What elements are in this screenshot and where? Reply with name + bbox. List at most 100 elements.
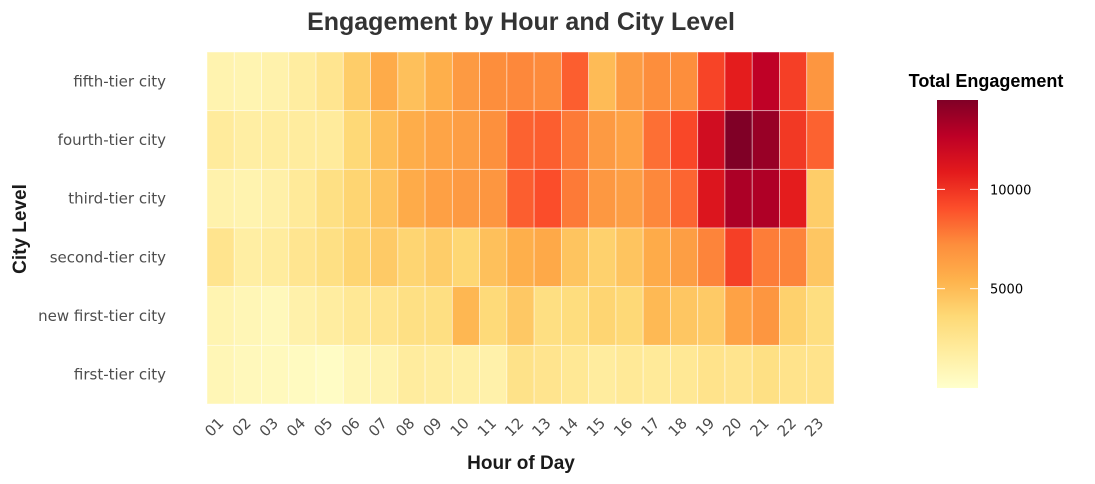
heatmap-cell <box>588 344 617 405</box>
heatmap-cell <box>342 344 371 405</box>
x-tick-label: 22 <box>774 414 800 440</box>
heatmap-cell <box>451 344 481 405</box>
heatmap-cell <box>288 168 317 229</box>
heatmap-cell <box>397 110 426 170</box>
heatmap-cell <box>751 51 780 112</box>
heatmap-cell <box>206 286 235 346</box>
heatmap-cell <box>560 286 590 346</box>
heatmap-cell <box>206 168 235 229</box>
x-tick-label: 14 <box>556 414 582 440</box>
heatmap-cell <box>779 51 808 112</box>
heatmap-cell <box>424 227 453 288</box>
heatmap-cell <box>424 286 453 346</box>
heatmap-cell <box>370 227 399 288</box>
x-tick-label: 15 <box>583 414 609 440</box>
heatmap-cell <box>615 344 644 405</box>
x-axis-title: Hour of Day <box>467 453 575 474</box>
heatmap-cell <box>479 227 508 288</box>
heatmap-cell <box>370 110 399 170</box>
heatmap-cell <box>261 344 290 405</box>
x-axis-tick-labels: 01 02 03 04 05 06 07 08 09 10 11 12 13 14 15 16 17 18 19 20… <box>201 414 827 440</box>
x-tick-label: 13 <box>528 414 554 440</box>
y-tick-label: third-tier city <box>68 190 166 208</box>
x-tick-label: 04 <box>283 414 309 440</box>
heatmap-cell <box>588 168 617 229</box>
x-tick-label: 05 <box>310 414 336 440</box>
heatmap-cell <box>370 344 399 405</box>
heatmap-cell <box>779 227 808 288</box>
heatmap-cell <box>806 110 835 170</box>
heatmap-cell <box>670 227 699 288</box>
heatmap-cell <box>724 344 753 405</box>
heatmap-cell <box>370 51 399 112</box>
heatmap-cell <box>560 110 590 170</box>
heatmap-cell <box>779 110 808 170</box>
heatmap-cell <box>479 168 508 229</box>
heatmap-cell <box>315 286 344 346</box>
heatmap-cell <box>506 51 535 112</box>
heatmap-cell <box>315 51 344 112</box>
heatmap-cell <box>670 168 699 229</box>
legend-tick-label: 10000 <box>990 183 1031 198</box>
heatmap-cell <box>451 227 481 288</box>
heatmap-cell <box>206 110 235 170</box>
x-tick-label: 17 <box>637 414 663 440</box>
heatmap-cell <box>806 227 835 288</box>
heatmap-cell <box>451 110 481 170</box>
heatmap-cell <box>206 51 235 112</box>
heatmap-cell <box>233 51 262 112</box>
y-tick-label: fourth-tier city <box>58 131 166 149</box>
heatmap-cell <box>697 227 726 288</box>
heatmap-cell <box>670 344 699 405</box>
x-tick-label: 02 <box>228 414 254 440</box>
heatmap-cell <box>751 110 780 170</box>
heatmap-cell <box>533 344 562 405</box>
heatmap-cell <box>397 286 426 346</box>
heatmap-cell <box>206 344 235 405</box>
x-tick-label: 23 <box>801 414 827 440</box>
heatmap-cell <box>424 344 453 405</box>
heatmap-cell <box>533 51 562 112</box>
legend-ticks: 5000 10000 <box>937 183 1031 298</box>
heatmap-cell <box>342 286 371 346</box>
heatmap-cell <box>533 168 562 229</box>
heatmap-cell <box>451 51 481 112</box>
heatmap-cell <box>261 51 290 112</box>
heatmap-cell <box>424 168 453 229</box>
heatmap-cell <box>506 110 535 170</box>
heatmap-cell <box>642 168 671 229</box>
heatmap-cell <box>751 168 780 229</box>
x-tick-label: 16 <box>610 414 636 440</box>
heatmap-cell <box>615 286 644 346</box>
y-axis-tick-labels: fifth-tier city fourth-tier city third-tie… <box>38 72 166 383</box>
heatmap-cell <box>261 168 290 229</box>
heatmap-cell <box>288 286 317 346</box>
heatmap-cell <box>288 110 317 170</box>
y-tick-label: fifth-tier city <box>73 72 166 90</box>
heatmap-cell <box>261 286 290 346</box>
heatmap-cell <box>451 168 481 229</box>
x-tick-label: 18 <box>665 414 691 440</box>
heatmap-cell <box>233 344 262 405</box>
heatmap-cell <box>479 110 508 170</box>
heatmap-cell <box>806 51 835 112</box>
heatmap-cell <box>806 344 835 405</box>
heatmap-cell <box>697 168 726 229</box>
heatmap-cell <box>315 344 344 405</box>
x-tick-label: 06 <box>338 414 364 440</box>
heatmap-cell <box>206 227 235 288</box>
heatmap-cell <box>806 168 835 229</box>
heatmap-cell <box>560 51 590 112</box>
legend-tick-label: 5000 <box>990 283 1023 298</box>
heatmap-cell <box>506 344 535 405</box>
heatmap-cell <box>233 286 262 346</box>
heatmap-cell <box>479 344 508 405</box>
heatmap-cell <box>642 110 671 170</box>
heatmap-cell <box>560 168 590 229</box>
heatmap-cell <box>533 227 562 288</box>
heatmap-cell <box>615 227 644 288</box>
heatmap-cell <box>397 168 426 229</box>
heatmap-cell <box>533 110 562 170</box>
heatmap-cell <box>724 286 753 346</box>
